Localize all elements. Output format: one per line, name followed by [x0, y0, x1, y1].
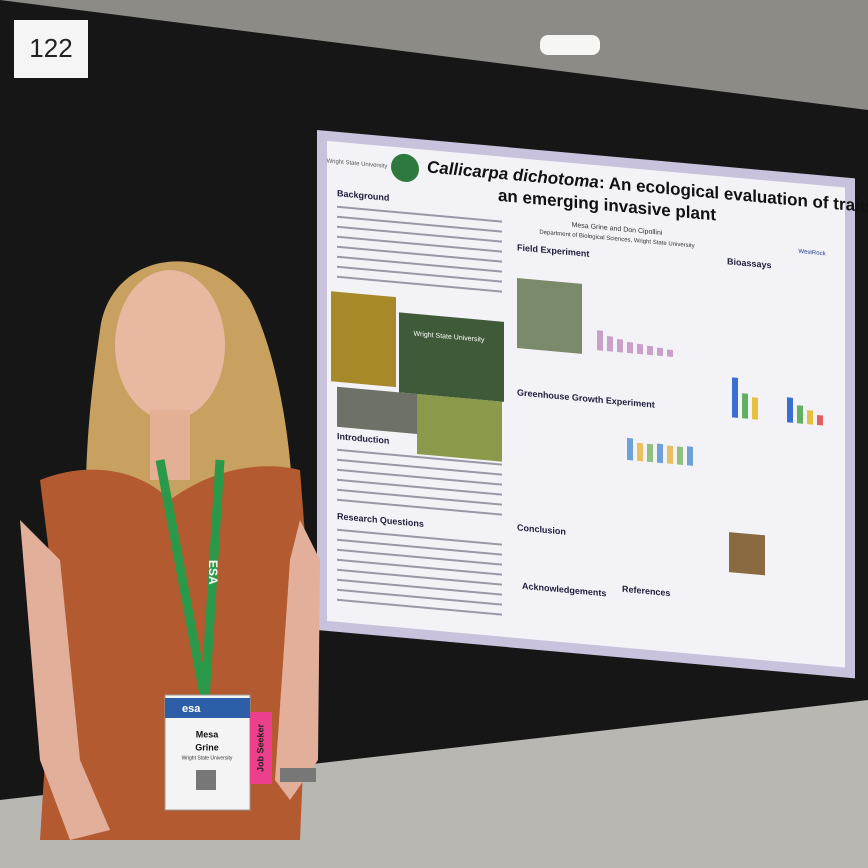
- shape: [627, 341, 633, 354]
- bioassay-chart: [732, 377, 823, 426]
- text-line: [337, 578, 502, 596]
- shape: [627, 437, 633, 461]
- name-badge: esa Mesa Grine Wright State University J…: [164, 694, 272, 811]
- shape: [617, 339, 623, 353]
- face: [115, 270, 225, 420]
- poster-body: [327, 140, 845, 668]
- text-line: [337, 548, 502, 566]
- section-heading: Introduction: [337, 431, 389, 446]
- section-heading: Background: [337, 188, 389, 203]
- text-line: [337, 205, 502, 223]
- shape: [607, 336, 613, 352]
- board-number-card: [14, 20, 88, 78]
- shape: [732, 377, 738, 418]
- badge-affiliation: Wright State University: [182, 755, 233, 761]
- field-map: [517, 278, 582, 354]
- shape: [817, 415, 823, 426]
- caterpillar-photo: [729, 532, 765, 576]
- aerial-photo: [337, 386, 417, 435]
- shape: [752, 397, 758, 420]
- text-line: [337, 568, 502, 586]
- board-number: 122: [29, 33, 72, 63]
- badge-org: esa: [182, 703, 201, 715]
- text-line: [337, 255, 502, 273]
- shape: [677, 446, 683, 465]
- text-line: [337, 448, 502, 466]
- shape: [797, 405, 803, 424]
- shape: [647, 345, 653, 356]
- text-line: [337, 458, 502, 476]
- section-heading: Conclusion: [517, 522, 566, 536]
- text-line: [337, 538, 502, 556]
- section-heading: Bioassays: [727, 256, 771, 270]
- shape: [742, 393, 748, 419]
- shape: [667, 349, 673, 358]
- shape: [807, 410, 813, 425]
- neck: [150, 410, 190, 480]
- poster: Wright State University WestRock Callica…: [317, 130, 868, 679]
- text-line: [337, 558, 502, 576]
- ribbon-text: Job Seeker: [255, 723, 265, 772]
- background-text: [337, 205, 502, 293]
- badge-header: [165, 698, 250, 718]
- left-arm: [20, 520, 110, 840]
- text-line: [337, 235, 502, 253]
- logo-seal: [391, 153, 419, 182]
- text-line: [337, 488, 502, 506]
- right-arm: [275, 520, 320, 800]
- shape: [637, 442, 643, 462]
- text-line: [337, 528, 502, 546]
- ceiling-light: [540, 35, 600, 55]
- berry-photo: [331, 291, 396, 388]
- text-line: [337, 275, 502, 293]
- text-line: [337, 478, 502, 496]
- shape: [637, 343, 643, 355]
- shape: [597, 330, 603, 351]
- section-heading: References: [622, 584, 670, 598]
- ribbon: [250, 712, 272, 784]
- logo-right: WestRock: [798, 249, 826, 258]
- questions-text: [337, 528, 502, 616]
- text-line: [337, 215, 502, 233]
- text-line: [337, 588, 502, 606]
- badge-qr: [196, 770, 216, 790]
- text-line: [337, 498, 502, 516]
- shape: [647, 443, 653, 463]
- text-line: [337, 245, 502, 263]
- shape: [657, 443, 663, 464]
- text-line: [337, 225, 502, 243]
- watch: [280, 768, 316, 782]
- shrub-photo: [417, 394, 502, 462]
- field-chart: [597, 330, 673, 358]
- map-photo: [399, 312, 504, 402]
- shape: [687, 446, 693, 466]
- introduction-text: [337, 448, 502, 516]
- shape: [657, 347, 663, 357]
- logo-left: Wright State University: [327, 158, 388, 169]
- shape: [667, 445, 673, 465]
- lanyard-text: ESA: [206, 560, 220, 585]
- badge-last-name: Grine: [195, 742, 219, 752]
- greenhouse-chart: [627, 437, 693, 466]
- text-line: [337, 468, 502, 486]
- badge-first-name: Mesa: [196, 729, 220, 739]
- text-line: [337, 265, 502, 283]
- shape: [787, 397, 793, 423]
- text-line: [337, 598, 502, 616]
